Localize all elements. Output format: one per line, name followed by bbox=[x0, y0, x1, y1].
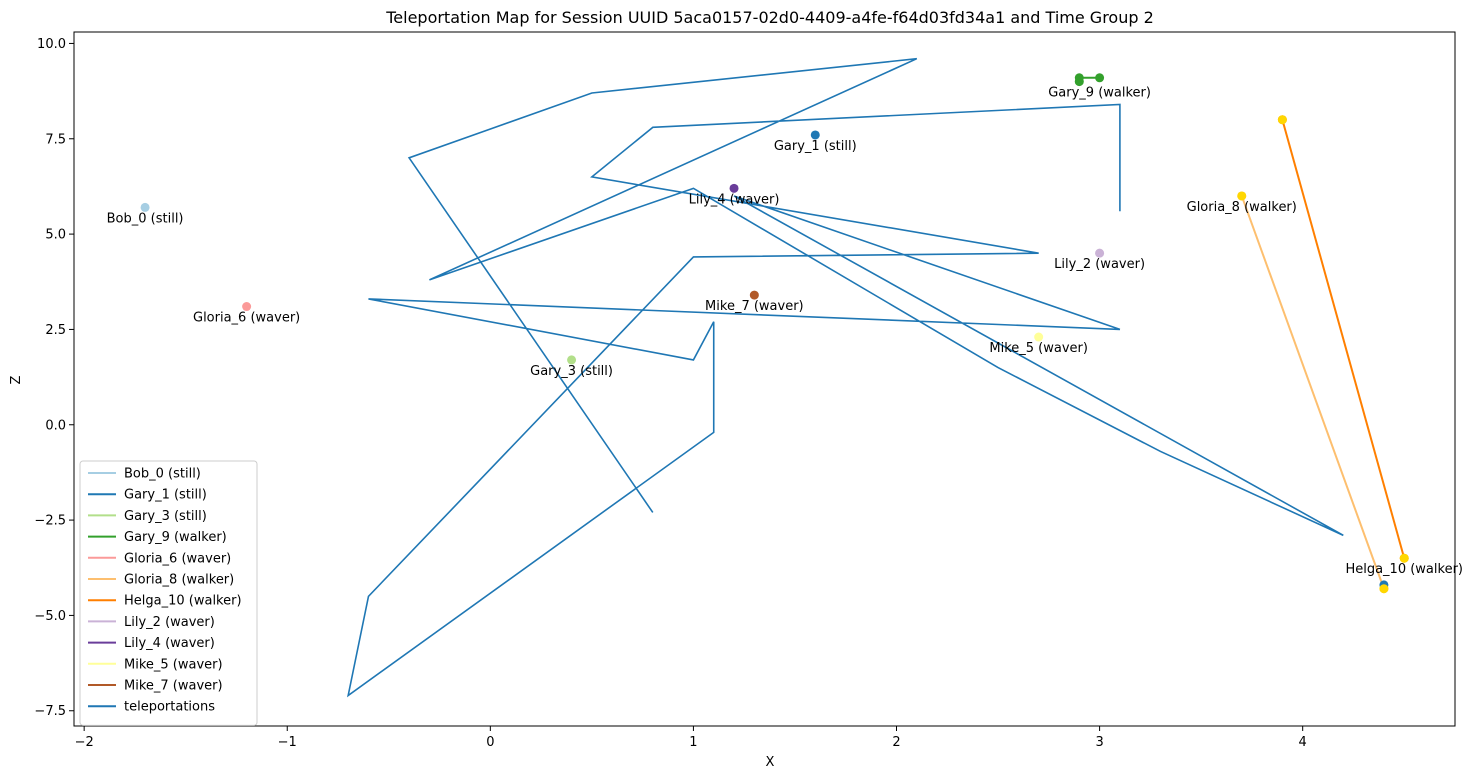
y-tick-label-4: 2.5 bbox=[45, 323, 66, 338]
y-tick-label-3: 0.0 bbox=[45, 418, 66, 433]
series-line-5 bbox=[1240, 195, 1385, 590]
y-tick-label-7: 10.0 bbox=[37, 37, 66, 52]
series-point-9-0 bbox=[1034, 332, 1044, 342]
legend-label-11: teleportations bbox=[124, 700, 215, 715]
legend-label-2: Gary_3 (still) bbox=[124, 509, 207, 524]
series-point-10-0 bbox=[749, 290, 759, 300]
point-label-4: Gloria_6 (waver) bbox=[193, 311, 300, 326]
endpoint-marker-1 bbox=[1237, 191, 1247, 201]
endpoint-marker-3 bbox=[1399, 553, 1409, 563]
series-point-4-0 bbox=[242, 302, 252, 312]
series-point-1-0 bbox=[810, 130, 820, 140]
x-tick-label-0: −2 bbox=[75, 735, 94, 750]
legend-box bbox=[79, 460, 258, 726]
legend-label-8: Lily_4 (waver) bbox=[124, 636, 215, 651]
point-label-1: Gary_1 (still) bbox=[774, 139, 857, 154]
endpoint-marker-4 bbox=[1379, 584, 1389, 594]
x-tick-label-4: 2 bbox=[892, 735, 900, 750]
x-axis-title: X bbox=[766, 755, 775, 770]
point-label-9: Mike_5 (waver) bbox=[989, 341, 1088, 356]
axis-ticks: −2 −1 0 1 2 3 4 −7.5 −5.0 −2.5 0.0 2.5 5.0 7.5 10.0 bbox=[34, 37, 1306, 750]
point-label-6: Helga_10 (walker) bbox=[1345, 562, 1463, 577]
series-point-2-0 bbox=[567, 355, 577, 365]
legend-label-4: Gloria_6 (waver) bbox=[124, 551, 231, 566]
legend-label-10: Mike_7 (waver) bbox=[124, 679, 223, 694]
y-tick-label-0: −7.5 bbox=[34, 704, 66, 719]
plot-frame bbox=[73, 31, 1456, 727]
legend-label-9: Mike_5 (waver) bbox=[124, 657, 223, 672]
chart-title: Teleportation Map for Session UUID 5aca0… bbox=[385, 8, 1154, 27]
series-line-6 bbox=[1281, 119, 1406, 559]
point-label-3: Gary_9 (walker) bbox=[1048, 86, 1151, 101]
point-label-7: Lily_2 (waver) bbox=[1054, 257, 1145, 272]
y-tick-label-5: 5.0 bbox=[45, 228, 66, 243]
legend-label-0: Bob_0 (still) bbox=[124, 467, 201, 482]
x-tick-label-2: 0 bbox=[486, 735, 494, 750]
series-point-3-2 bbox=[1095, 73, 1105, 83]
point-label-8: Lily_4 (waver) bbox=[689, 192, 780, 207]
point-label-5: Gloria_8 (walker) bbox=[1187, 200, 1297, 215]
series-point-8-0 bbox=[729, 183, 739, 193]
legend: Bob_0 (still) Gary_1 (still) Gary_3 (still… bbox=[79, 460, 258, 726]
legend-label-7: Lily_2 (waver) bbox=[124, 615, 215, 630]
y-axis-title: Z bbox=[9, 375, 24, 384]
x-tick-label-3: 1 bbox=[689, 735, 697, 750]
legend-label-1: Gary_1 (still) bbox=[124, 488, 207, 503]
plot-content: Bob_0 (still) Gary_1 (still) Gary_3 (still… bbox=[107, 57, 1463, 698]
x-tick-label-6: 4 bbox=[1299, 735, 1307, 750]
legend-label-6: Helga_10 (walker) bbox=[124, 594, 242, 609]
legend-label-3: Gary_9 (walker) bbox=[124, 530, 227, 545]
endpoint-marker-2 bbox=[1277, 115, 1287, 125]
series-point-3-1 bbox=[1074, 73, 1084, 83]
point-label-10: Mike_7 (waver) bbox=[705, 299, 804, 314]
y-tick-label-1: −5.0 bbox=[34, 609, 66, 624]
point-label-2: Gary_3 (still) bbox=[530, 364, 613, 379]
series-point-7-0 bbox=[1095, 248, 1105, 258]
x-tick-label-5: 3 bbox=[1095, 735, 1103, 750]
legend-label-5: Gloria_8 (walker) bbox=[124, 573, 234, 588]
point-label-0: Bob_0 (still) bbox=[107, 211, 184, 226]
y-tick-label-2: −2.5 bbox=[34, 514, 66, 529]
series-point-0-0 bbox=[140, 202, 150, 212]
x-tick-label-1: −1 bbox=[278, 735, 297, 750]
y-tick-label-6: 7.5 bbox=[45, 132, 66, 147]
teleportation-path bbox=[346, 57, 1344, 698]
